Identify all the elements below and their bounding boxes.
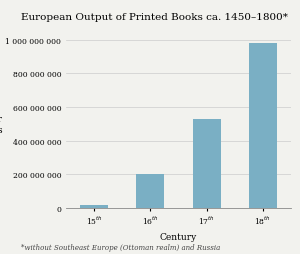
Bar: [193, 119, 221, 208]
Text: European Output of Printed Books ca. 1450–1800*: European Output of Printed Books ca. 145…: [21, 13, 288, 22]
Y-axis label: Number
of Copies: Number of Copies: [0, 115, 2, 134]
Bar: [80, 205, 108, 208]
Text: *without Southeast Europe (Ottoman realm) and Russia: *without Southeast Europe (Ottoman realm…: [21, 244, 220, 251]
X-axis label: Century: Century: [160, 232, 197, 241]
Bar: [249, 44, 277, 208]
Bar: [136, 175, 164, 208]
